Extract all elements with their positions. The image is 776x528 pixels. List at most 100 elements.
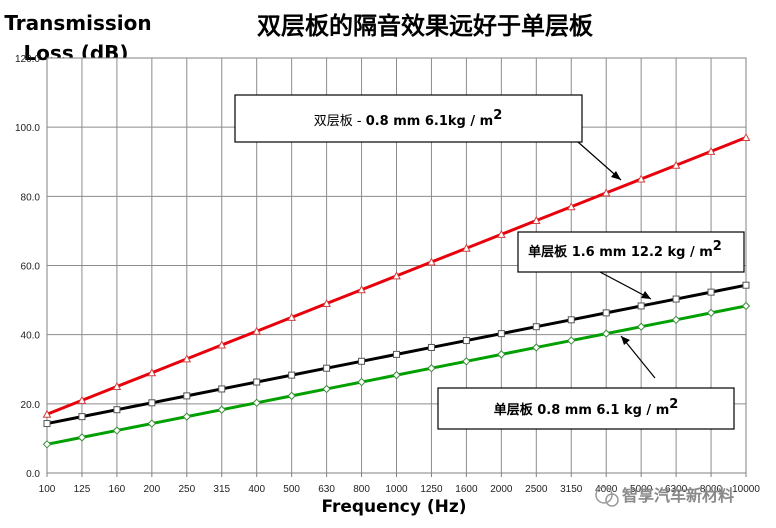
- data-point: [531, 215, 541, 225]
- data-point: [287, 391, 296, 401]
- annotation-box: [437, 387, 735, 430]
- y-tick-label: 60.0: [21, 262, 41, 273]
- data-point: [462, 243, 471, 252]
- annotation-arrow: [599, 271, 652, 300]
- x-tick-label: 800: [353, 484, 370, 495]
- data-point: [497, 330, 505, 338]
- data-point: [672, 295, 680, 303]
- data-point: [77, 395, 87, 404]
- x-axis-ticks: 100 125 160 200 250 315 400 500 630 800 1000 1250 16…: [39, 473, 760, 495]
- series-1: [43, 281, 750, 428]
- data-point: [183, 392, 191, 400]
- data-point: [182, 412, 192, 421]
- data-point: [42, 440, 52, 449]
- annotation-arrow: [620, 335, 656, 379]
- data-point: [707, 288, 715, 296]
- data-point: [392, 271, 401, 280]
- data-point: [113, 406, 121, 414]
- data-point: [706, 146, 716, 155]
- data-point: [217, 405, 226, 414]
- x-axis-label: Frequency (Hz): [321, 497, 466, 517]
- y-tick-label: 0.0: [26, 469, 40, 480]
- data-point: [532, 343, 541, 352]
- data-point: [741, 301, 751, 311]
- data-point: [218, 385, 226, 393]
- annotation-text: 单层板 0.8 mm 6.1 kg / m2: [494, 397, 679, 418]
- data-point: [741, 132, 751, 142]
- y-tick-label: 80.0: [21, 192, 41, 203]
- x-tick-label: 1250: [420, 484, 443, 495]
- data-point: [77, 433, 87, 442]
- data-point: [253, 378, 261, 386]
- data-point: [636, 174, 646, 183]
- data-point: [601, 329, 611, 338]
- x-tick-label: 6300: [665, 484, 688, 495]
- x-tick-label: 315: [213, 484, 230, 495]
- data-point: [323, 364, 331, 372]
- x-tick-label: 1600: [455, 484, 478, 495]
- annotation-box: [234, 94, 583, 143]
- x-tick-label: 630: [318, 484, 335, 495]
- y-tick-label: 120.0: [15, 54, 40, 65]
- y-tick-label: 20.0: [21, 400, 41, 411]
- x-tick-label: 100: [39, 484, 56, 495]
- data-point: [427, 343, 435, 351]
- data-point: [148, 399, 156, 407]
- x-tick-label: 5000: [630, 484, 653, 495]
- x-tick-label: 160: [109, 484, 126, 495]
- data-point: [671, 315, 681, 325]
- data-point: [147, 419, 157, 428]
- data-point: [462, 337, 470, 345]
- chart-title: 双层板的隔音效果远好于单层板: [257, 12, 594, 40]
- x-tick-label: 200: [144, 484, 161, 495]
- annotation-text: 双层板 - 0.8 mm 6.1kg / m2: [314, 108, 503, 129]
- data-point: [42, 409, 52, 418]
- data-point: [497, 350, 506, 359]
- data-point: [287, 312, 296, 321]
- annotation-text: 单层板 1.6 mm 12.2 kg / m2: [528, 239, 722, 260]
- x-tick-label: 3150: [560, 484, 583, 495]
- data-point: [392, 370, 401, 380]
- data-point: [427, 364, 436, 373]
- data-point: [112, 381, 122, 391]
- arrowhead-icon: [621, 336, 630, 345]
- data-point: [427, 257, 436, 266]
- data-point: [497, 229, 506, 238]
- data-point: [182, 354, 192, 363]
- x-tick-label: 10000: [732, 484, 760, 495]
- data-point: [462, 357, 471, 366]
- x-tick-label: 2000: [490, 484, 513, 495]
- data-point: [147, 368, 157, 377]
- annotation-single-0-8mm: 单层板 0.8 mm 6.1 kg / m2: [437, 335, 735, 430]
- watermark-text: 智享汽车新材料: [622, 486, 734, 505]
- data-point: [566, 202, 576, 211]
- data-point: [393, 350, 400, 358]
- data-point: [252, 398, 261, 408]
- data-point: [602, 309, 610, 317]
- data-point: [78, 413, 86, 421]
- x-tick-label: 8000: [700, 484, 723, 495]
- data-point: [706, 308, 716, 318]
- watermark: 智享汽车新材料: [595, 486, 734, 507]
- data-point: [322, 384, 331, 394]
- data-point: [532, 323, 540, 331]
- data-point: [217, 340, 227, 349]
- data-point: [252, 326, 262, 335]
- data-point: [357, 377, 366, 387]
- x-tick-label: 125: [74, 484, 91, 495]
- data-point: [357, 285, 366, 294]
- x-tick-label: 2500: [525, 484, 548, 495]
- series-2: [42, 301, 751, 449]
- wechat-logo-icon: [595, 486, 613, 504]
- data-point: [742, 281, 750, 289]
- data-point: [671, 160, 681, 169]
- data-point: [358, 357, 366, 365]
- data-point: [112, 426, 122, 435]
- annotation-double-panel: 双层板 - 0.8 mm 6.1kg / m2: [234, 94, 622, 181]
- x-tick-label: 250: [178, 484, 195, 495]
- series-lines: [42, 132, 751, 449]
- x-tick-label: 1000: [385, 484, 408, 495]
- y-tick-label: 100.0: [15, 123, 40, 134]
- wechat-logo-icon-small: [605, 493, 619, 507]
